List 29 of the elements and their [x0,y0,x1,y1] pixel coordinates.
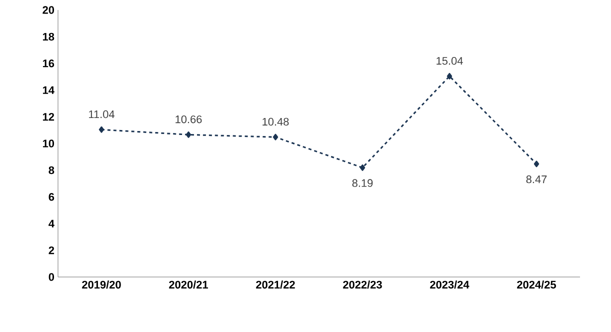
x-tick-label: 2019/20 [82,280,121,289]
y-tick-label: 14 [42,86,54,94]
x-tick-label: 2022/23 [343,280,382,289]
x-tick-label: 2024/25 [517,280,556,289]
point [446,72,452,80]
y-tick-label: 4 [48,220,54,228]
y-tick-label: 18 [42,32,54,41]
y-tick-label: 16 [42,60,54,68]
data-label: 10.66 [176,115,202,124]
point [186,131,192,138]
y-tick-label: 6 [48,193,54,201]
data-label: 11.04 [89,110,114,118]
point [534,160,540,168]
y-tick-label: 10 [42,140,54,148]
data-label: 10.48 [262,118,289,126]
data-label: 15.04 [436,56,463,65]
y-tick-label: 0 [48,273,54,281]
y-tick-label: 12 [42,112,54,121]
point [272,134,278,140]
point [98,126,104,133]
y-tick-label: 8 [48,166,54,174]
x-tick-label: 2021/22 [256,280,295,289]
x-tick-label: 2020/21 [169,280,208,289]
data-label: 8.19 [352,179,373,187]
x-tick-label: 2023/24 [430,280,470,289]
y-tick-label: 2 [48,246,54,254]
data-label: 8.47 [526,175,547,184]
point [360,164,366,171]
y-tick-label: 20 [42,6,54,14]
